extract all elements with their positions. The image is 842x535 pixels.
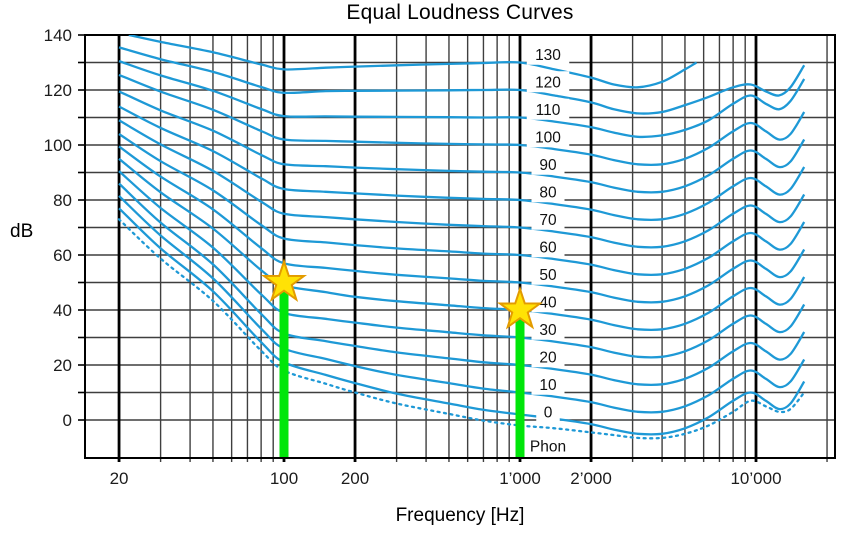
x-tick-label: 200 <box>341 469 369 488</box>
x-tick-label: 20 <box>110 469 129 488</box>
curve-label-box <box>531 208 565 230</box>
phon-curve-60 <box>118 133 806 277</box>
chart-title: Equal Loudness Curves <box>346 1 574 24</box>
curve-label-40: 40 <box>539 294 557 311</box>
curve-label-box <box>536 401 560 423</box>
curve-label-70: 70 <box>539 212 557 229</box>
x-axis-label: Frequency [Hz] <box>395 505 525 526</box>
phon-curve-70 <box>118 119 806 249</box>
curve-label-60: 60 <box>539 239 557 256</box>
curve-label-80: 80 <box>539 184 557 201</box>
curve-label-box <box>531 153 565 175</box>
curve-label-box <box>526 43 570 65</box>
threshold-curve <box>117 218 806 440</box>
curve-label-100: 100 <box>535 129 561 146</box>
curve-label-110: 110 <box>536 102 561 119</box>
phon-curve-0 <box>118 207 806 436</box>
phon-curve-40 <box>118 157 806 332</box>
curve-label-box <box>531 181 565 203</box>
curve-label-phon: Phon <box>530 439 566 456</box>
y-axis-label: dB <box>10 221 34 242</box>
y-tick-label: 0 <box>63 411 72 430</box>
phon-curve-90 <box>118 90 806 194</box>
y-tick-label: 80 <box>53 191 72 210</box>
curve-label-box <box>526 126 570 148</box>
curve-label-0: 0 <box>544 404 553 421</box>
curve-label-90: 90 <box>539 157 557 174</box>
star-marker-100hz <box>260 258 308 303</box>
y-tick-label: 20 <box>53 356 72 375</box>
curve-label-30: 30 <box>539 322 557 339</box>
x-tick-label: 10’000 <box>730 469 781 488</box>
phon-curve-30 <box>118 170 806 359</box>
phon-curve-20 <box>118 182 806 387</box>
phon-curve-50 <box>118 145 806 304</box>
curve-label-120: 120 <box>535 74 561 91</box>
curve-label-10: 10 <box>539 377 557 394</box>
phon-curve-130 <box>128 35 698 89</box>
x-tick-label: 2’000 <box>570 469 612 488</box>
curve-label-box <box>522 435 574 457</box>
y-tick-label: 120 <box>44 81 72 100</box>
curve-label-box <box>531 236 565 258</box>
curve-label-box <box>531 263 565 285</box>
curve-label-130: 130 <box>535 47 561 64</box>
y-tick-label: 60 <box>53 246 72 265</box>
phon-curve-80 <box>118 105 806 222</box>
curve-label-box <box>531 346 565 368</box>
plot-border <box>84 34 836 459</box>
x-tick-label: 100 <box>270 469 298 488</box>
curve-label-box <box>531 373 565 395</box>
curve-label-50: 50 <box>539 267 557 284</box>
curve-label-box <box>531 318 565 340</box>
y-tick-label: 140 <box>44 26 72 45</box>
y-tick-label: 100 <box>44 136 72 155</box>
phon-curve-110 <box>118 60 806 139</box>
x-tick-label: 1’000 <box>499 469 541 488</box>
y-tick-label: 40 <box>53 301 72 320</box>
curve-label-box <box>526 71 570 93</box>
star-marker-1000hz <box>496 285 544 330</box>
phon-curve-100 <box>118 73 806 167</box>
phon-curve-120 <box>118 46 806 115</box>
curve-label-box <box>526 98 570 120</box>
curve-label-box <box>531 291 565 313</box>
phon-curve-10 <box>118 195 806 414</box>
curve-label-20: 20 <box>539 349 557 366</box>
